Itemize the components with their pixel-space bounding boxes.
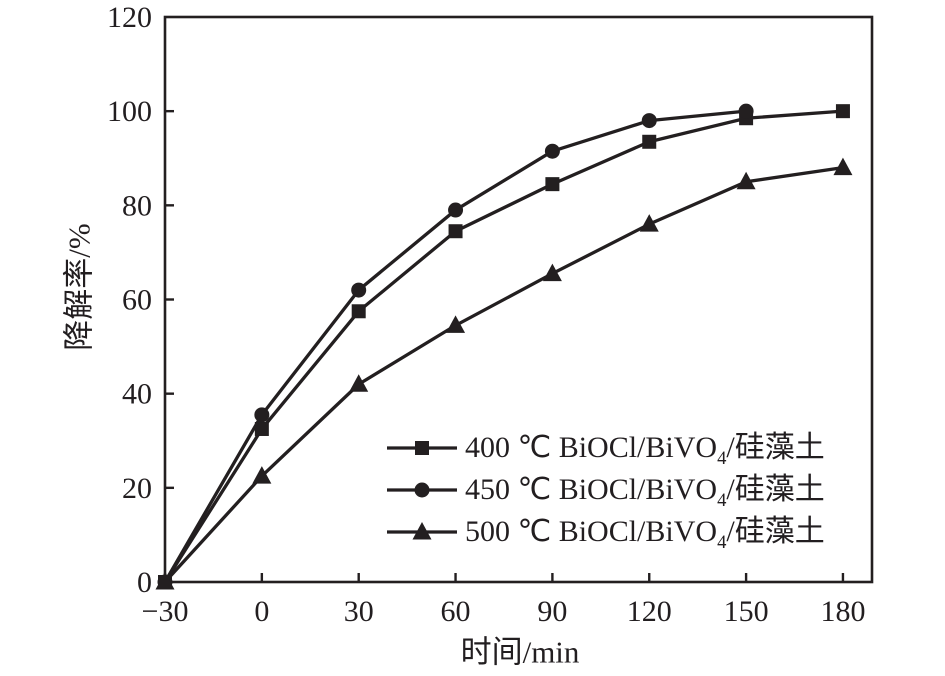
x-tick-label: 120 [627,595,672,628]
y-axis-title: 降解率/% [61,223,97,351]
x-tick-label: 150 [724,595,769,628]
data-point-triangle [349,374,369,392]
legend-label-500c: 500 ℃ BiOCl/BiVO4/硅藻土 [465,515,825,552]
legend-label-text: 450 ℃ BiOCl/BiVO [465,473,718,506]
legend-label-text: /硅藻土 [726,473,825,506]
x-tick-label: 30 [344,595,374,628]
legend-item-500c: 500 ℃ BiOCl/BiVO4/硅藻土 [387,511,825,553]
legend-label-subscript: 4 [717,532,727,553]
x-tick-label: 60 [441,595,471,628]
data-point-triangle [542,263,562,282]
legend-label-text: /硅藻土 [726,515,825,548]
legend-label-subscript: 4 [717,448,727,469]
legend: 400 ℃ BiOCl/BiVO4/硅藻土 450 ℃ BiOCl/BiVO4/… [387,427,825,553]
series-line [163,109,845,584]
data-point-triangle [833,157,853,176]
legend-label-text: /硅藻土 [726,431,825,464]
legend-square-marker-icon [387,441,457,455]
legend-circle-marker-icon [387,482,457,498]
data-point-circle [641,113,657,129]
circle-marker-glyph [414,482,430,498]
x-axis-title: 时间/min [460,634,580,670]
square-marker-glyph [415,441,429,455]
legend-triangle-marker-icon [387,522,457,540]
data-point-triangle [639,214,659,232]
legend-label-text: 400 ℃ BiOCl/BiVO [465,431,718,464]
data-point-triangle [446,315,466,333]
x-tick-label: −30 [142,595,189,628]
x-tick-label: 0 [254,595,269,628]
data-point-square [351,304,366,319]
data-point-square [835,104,850,119]
y-tick-label: 20 [122,472,152,505]
legend-item-450c: 450 ℃ BiOCl/BiVO4/硅藻土 [387,469,825,511]
data-point-square [448,224,463,239]
data-point-circle [254,407,270,423]
y-tick-label: 120 [107,1,152,34]
data-point-circle [544,143,560,159]
data-point-square [254,421,269,436]
y-tick-label: 100 [107,95,152,128]
data-point-circle [448,202,464,218]
legend-label-450c: 450 ℃ BiOCl/BiVO4/硅藻土 [465,473,825,510]
y-tick-label: 60 [122,284,152,317]
legend-label-400c: 400 ℃ BiOCl/BiVO4/硅藻土 [465,431,825,468]
y-tick-label: 80 [122,189,152,222]
y-tick-label: 0 [137,566,152,599]
y-tick-label: 40 [122,378,152,411]
data-point-triangle [252,466,272,484]
series-line [163,166,845,584]
triangle-marker-glyph [412,522,432,540]
x-tick-label: 180 [820,595,865,628]
x-tick-label: 90 [537,595,567,628]
legend-label-text: 500 ℃ BiOCl/BiVO [465,515,718,548]
data-point-triangle [736,171,756,190]
data-point-triangle [155,572,175,590]
data-point-square [642,134,657,149]
legend-label-subscript: 4 [717,490,727,511]
data-point-circle [351,282,367,298]
legend-item-400c: 400 ℃ BiOCl/BiVO4/硅藻土 [387,427,825,469]
data-point-circle [738,103,754,119]
series-triangle [155,157,853,590]
data-point-square [545,177,560,192]
